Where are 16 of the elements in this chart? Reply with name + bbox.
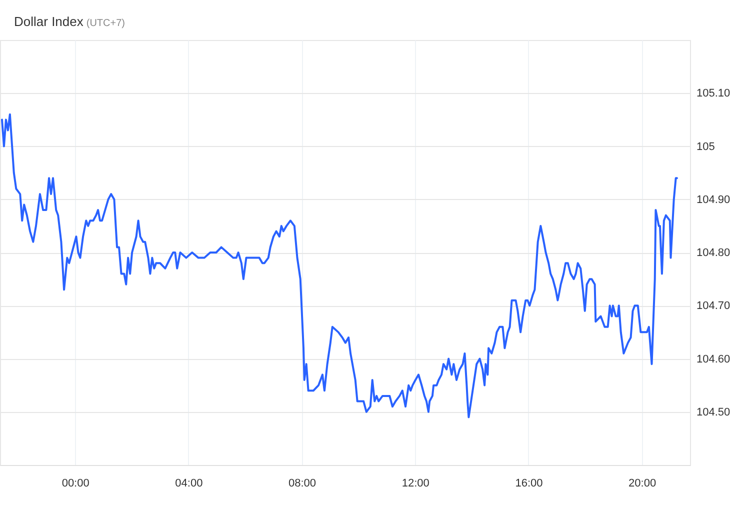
x-tick-label: 04:00 [175,478,203,490]
y-tick-label: 104.70 [696,300,730,312]
x-tick-label: 20:00 [628,478,656,490]
x-tick-label: 16:00 [515,478,543,490]
line-series [0,113,678,418]
x-tick-label: 00:00 [62,478,90,490]
y-tick-label: 104.60 [696,353,730,366]
y-tick-label: 104.90 [696,194,730,206]
chart-title: Dollar Index [14,14,84,29]
y-tick-label: 104.50 [696,406,730,418]
y-tick-label: 104.80 [696,247,730,259]
x-tick-label: 12:00 [402,478,430,490]
chart-subtitle: (UTC+7) [86,18,125,29]
y-tick-label: 105.10 [696,88,730,100]
x-tick-label: 08:00 [288,478,316,490]
y-tick-label: 105 [696,140,715,153]
